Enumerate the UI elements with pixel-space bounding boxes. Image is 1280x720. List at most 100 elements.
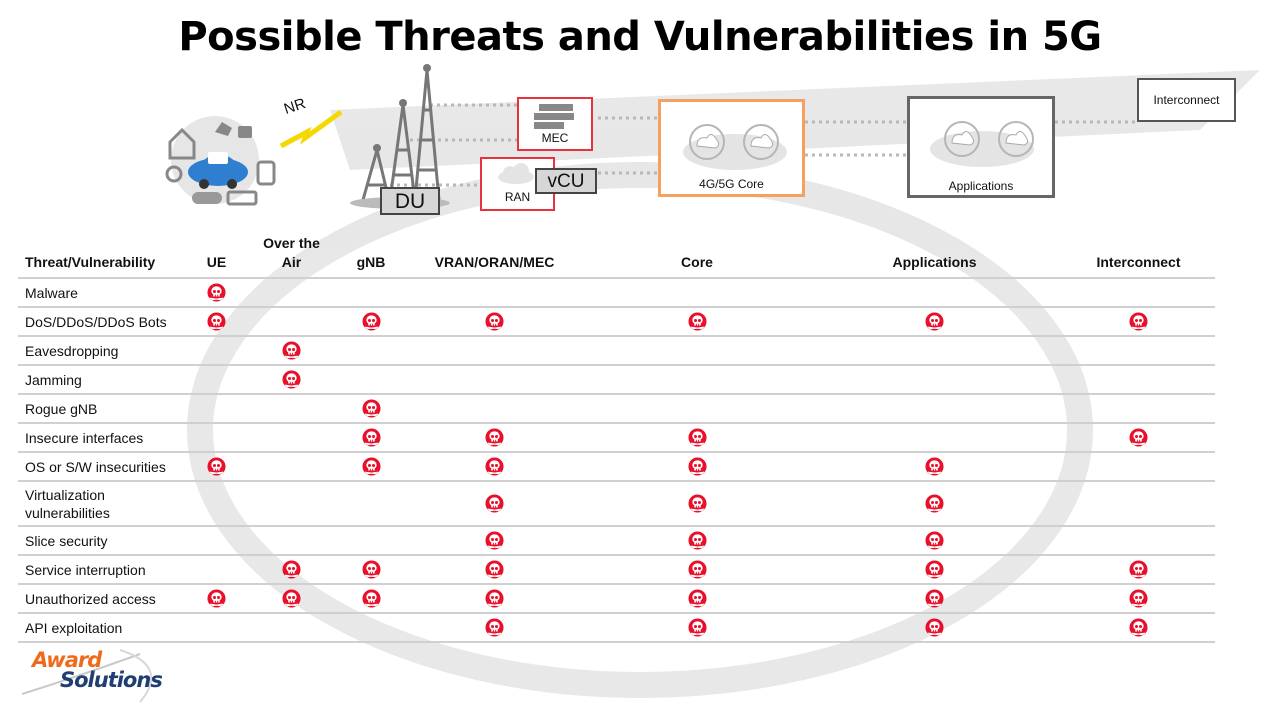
cell-over-the-air xyxy=(243,278,340,308)
skull-icon xyxy=(485,428,504,447)
cell-over-the-air xyxy=(243,336,340,366)
mec-label: MEC xyxy=(541,131,569,145)
threats-table-body: Malware DoS/DDoS/DDoS Bots Eavesdropping Ja… xyxy=(18,278,1215,643)
threat-label: Insecure interfaces xyxy=(18,423,190,453)
table-row: API exploitation xyxy=(18,613,1215,643)
cell-interconnect xyxy=(1062,481,1215,527)
applications-label: Applications xyxy=(948,179,1014,193)
cell-vran xyxy=(402,336,587,366)
skull-icon xyxy=(687,618,707,637)
cell-over-the-air xyxy=(243,307,340,337)
header-core: Core xyxy=(587,232,807,279)
skull-icon xyxy=(687,560,707,579)
cell-applications xyxy=(807,423,1062,453)
table-row: DoS/DDoS/DDoS Bots xyxy=(18,307,1215,337)
cell-core xyxy=(587,307,807,337)
skull-icon xyxy=(361,560,381,579)
core-label: 4G/5G Core xyxy=(699,177,764,191)
cell-over-the-air xyxy=(243,613,340,643)
core-box: 4G/5G Core xyxy=(658,99,805,197)
cell-over-the-air xyxy=(243,526,340,556)
threat-label: Rogue gNB xyxy=(18,394,190,424)
cell-core xyxy=(587,526,807,556)
skull-icon xyxy=(361,399,381,418)
logo-swoosh-icon xyxy=(21,649,153,703)
threat-label: Jamming xyxy=(18,365,190,395)
interconnect-box: Interconnect xyxy=(1137,78,1236,122)
cell-ue xyxy=(190,365,243,395)
cell-gnb xyxy=(340,452,402,482)
cell-gnb xyxy=(340,481,402,527)
header-gnb: gNB xyxy=(340,232,402,279)
skull-icon xyxy=(925,618,944,637)
cell-ue xyxy=(190,423,243,453)
cell-over-the-air xyxy=(243,555,340,585)
cell-applications xyxy=(807,336,1062,366)
cell-core xyxy=(587,613,807,643)
threat-label: Eavesdropping xyxy=(18,336,190,366)
skull-icon xyxy=(925,531,944,550)
cell-interconnect xyxy=(1062,555,1215,585)
lightning-icon xyxy=(279,109,343,149)
skull-icon xyxy=(485,312,504,331)
threat-label: DoS/DDoS/DDoS Bots xyxy=(18,307,190,337)
vcu-box: vCU xyxy=(535,168,597,194)
threat-label: OS or S/W insecurities xyxy=(18,452,190,482)
cell-applications xyxy=(807,452,1062,482)
core-clouds-icon xyxy=(683,124,787,170)
skull-icon xyxy=(687,494,707,513)
cell-vran xyxy=(402,452,587,482)
du-box: DU xyxy=(380,187,440,215)
cell-ue xyxy=(190,452,243,482)
cell-vran xyxy=(402,394,587,424)
cell-ue xyxy=(190,584,243,614)
applications-box: Applications xyxy=(907,96,1055,198)
cell-core xyxy=(587,481,807,527)
cell-interconnect xyxy=(1062,526,1215,556)
cloud-icon xyxy=(498,163,534,184)
ue-devices-icon xyxy=(165,116,276,206)
skull-icon xyxy=(485,618,504,637)
cell-gnb xyxy=(340,526,402,556)
skull-icon xyxy=(282,341,301,360)
cell-vran xyxy=(402,423,587,453)
award-solutions-logo: Award Solutions xyxy=(20,646,200,704)
skull-icon xyxy=(282,370,301,389)
header-threat: Threat/Vulnerability xyxy=(18,232,190,279)
skull-icon xyxy=(485,457,504,476)
skull-icon xyxy=(1129,618,1148,637)
cell-interconnect xyxy=(1062,452,1215,482)
cell-vran xyxy=(402,613,587,643)
logo-solutions-text: Solutions xyxy=(60,668,163,692)
skull-icon xyxy=(687,457,707,476)
table-row: Virtualization vulnerabilities xyxy=(18,481,1215,527)
skull-icon xyxy=(1129,428,1148,447)
cell-interconnect xyxy=(1062,613,1215,643)
skull-icon xyxy=(925,560,944,579)
cell-applications xyxy=(807,584,1062,614)
skull-icon xyxy=(1129,560,1148,579)
cell-interconnect xyxy=(1062,394,1215,424)
cell-core xyxy=(587,584,807,614)
skull-icon xyxy=(925,457,944,476)
table-header-row: Threat/Vulnerability UE Over the Air gNB… xyxy=(18,232,1215,279)
table-row: Slice security xyxy=(18,526,1215,556)
skull-icon xyxy=(1129,312,1148,331)
header-ue: UE xyxy=(190,232,243,279)
header-interconnect: Interconnect xyxy=(1062,232,1215,279)
cell-ue xyxy=(190,613,243,643)
cell-interconnect xyxy=(1062,423,1215,453)
header-over-the-air: Over the Air xyxy=(243,232,340,279)
cell-ue xyxy=(190,336,243,366)
cell-over-the-air xyxy=(243,365,340,395)
cell-vran xyxy=(402,365,587,395)
cell-core xyxy=(587,555,807,585)
header-applications: Applications xyxy=(807,232,1062,279)
skull-icon xyxy=(282,560,301,579)
diagram-lines xyxy=(390,103,1138,187)
skull-icon xyxy=(485,560,504,579)
cell-vran xyxy=(402,307,587,337)
network-diagram: NR DU MEC RAN xyxy=(0,0,1280,230)
interconnect-label: Interconnect xyxy=(1153,93,1220,107)
threats-table: Threat/Vulnerability UE Over the Air gNB… xyxy=(18,232,1215,643)
